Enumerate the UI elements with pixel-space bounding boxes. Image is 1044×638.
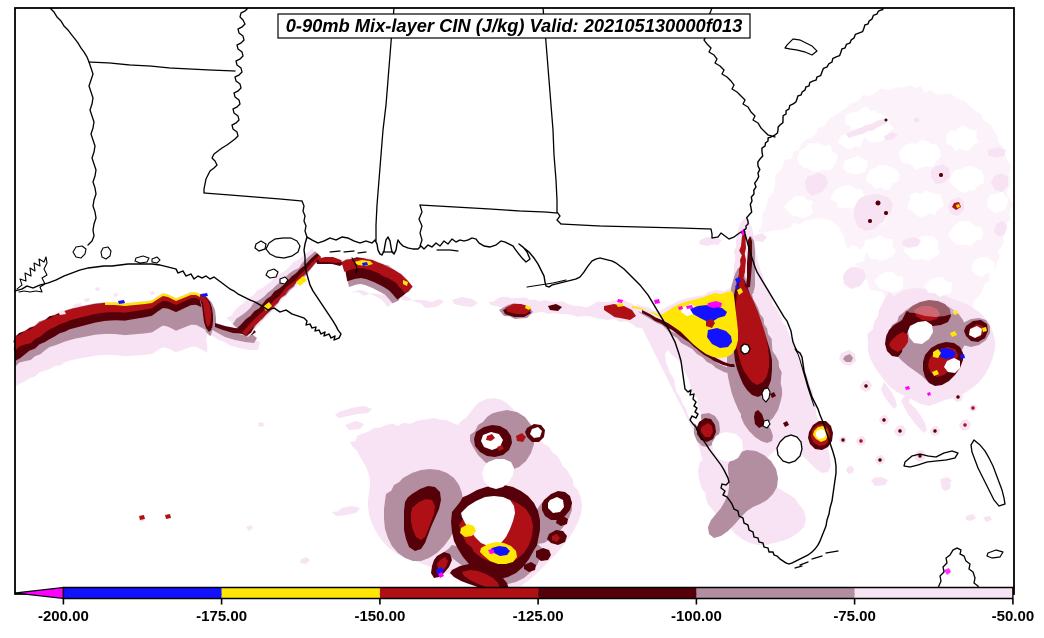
svg-text:-125.00: -125.00 [513,608,564,625]
svg-text:-150.00: -150.00 [354,608,405,625]
svg-text:-175.00: -175.00 [196,608,247,625]
svg-text:-75.00: -75.00 [833,608,876,625]
svg-text:0-90mb Mix-layer CIN (J/kg) Va: 0-90mb Mix-layer CIN (J/kg) Valid: 20210… [286,15,743,36]
svg-text:-100.00: -100.00 [671,608,722,625]
svg-text:-50.00: -50.00 [992,608,1035,625]
svg-text:-200.00: -200.00 [38,608,89,625]
